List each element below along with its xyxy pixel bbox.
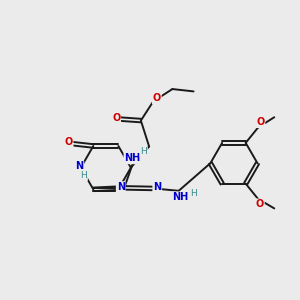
Text: O: O	[112, 112, 120, 123]
Text: O: O	[256, 117, 265, 127]
Text: N: N	[117, 182, 125, 192]
Text: O: O	[64, 137, 73, 147]
Text: NH: NH	[124, 153, 141, 164]
Text: O: O	[256, 117, 264, 127]
Text: H: H	[80, 171, 87, 180]
Text: H: H	[140, 147, 147, 156]
Text: NH: NH	[172, 192, 189, 202]
Text: H: H	[190, 189, 197, 198]
Text: N: N	[75, 161, 83, 171]
Text: N: N	[153, 182, 161, 192]
Text: O: O	[153, 94, 161, 103]
Text: O: O	[256, 199, 264, 209]
